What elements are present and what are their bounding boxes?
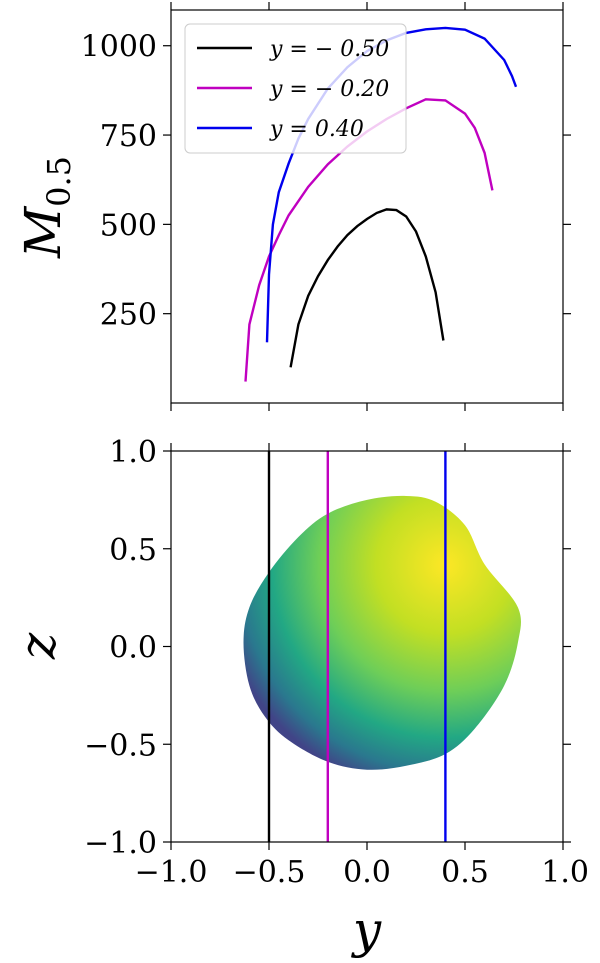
bottom-ticks: 1.0 0.5 0.0 −0.5 −1.0−1.0 −0.5 0.0 0.5 1.0 [84,435,589,890]
bottom-xtick-label: 0.0 [343,855,391,890]
bottom-xtick-label: −0.5 [233,855,306,890]
vertical-lines [267,451,447,842]
bottom-ytick-label: −1.0 [84,826,157,861]
top-ticks: 250 500 750 1000 [81,2,571,411]
bottom-ytick-label: 0.0 [109,631,157,666]
legend: y = − 0.50 y = − 0.20 y = 0.40 [184,23,407,154]
bottom-xtick-label: 0.5 [441,855,489,890]
legend-label-0: y = − 0.50 [269,37,389,62]
bottom-y-axis-label: z [9,632,67,660]
series-line-0 [289,208,445,368]
top-ytick-label: 500 [100,208,157,243]
top-ytick-label: 750 [100,119,157,154]
bottom-ytick-label: −0.5 [84,728,157,763]
top-ytick-label: 250 [100,298,157,333]
top-panel: 250 500 750 1000 M0.5 y = − 0.50 y = − 0.20… [14,2,571,411]
top-y-axis-label: M0.5 [14,156,78,259]
bottom-ytick-label: 1.0 [109,435,157,470]
legend-label-2: y = 0.40 [269,117,364,142]
bottom-xtick-label: 1.0 [541,855,589,890]
bottom-ytick-label: 0.5 [109,533,157,568]
legend-box [184,23,407,154]
legend-label-1: y = − 0.20 [269,77,389,102]
bottom-panel: 1.0 0.5 0.0 −0.5 −1.0−1.0 −0.5 0.0 0.5 1.0 z y [9,435,589,959]
top-ytick-label: 1000 [81,30,157,65]
bottom-x-axis-label: y [351,901,382,959]
bottom-xtick-label: −1.0 [135,855,208,890]
colored-region [243,495,521,770]
